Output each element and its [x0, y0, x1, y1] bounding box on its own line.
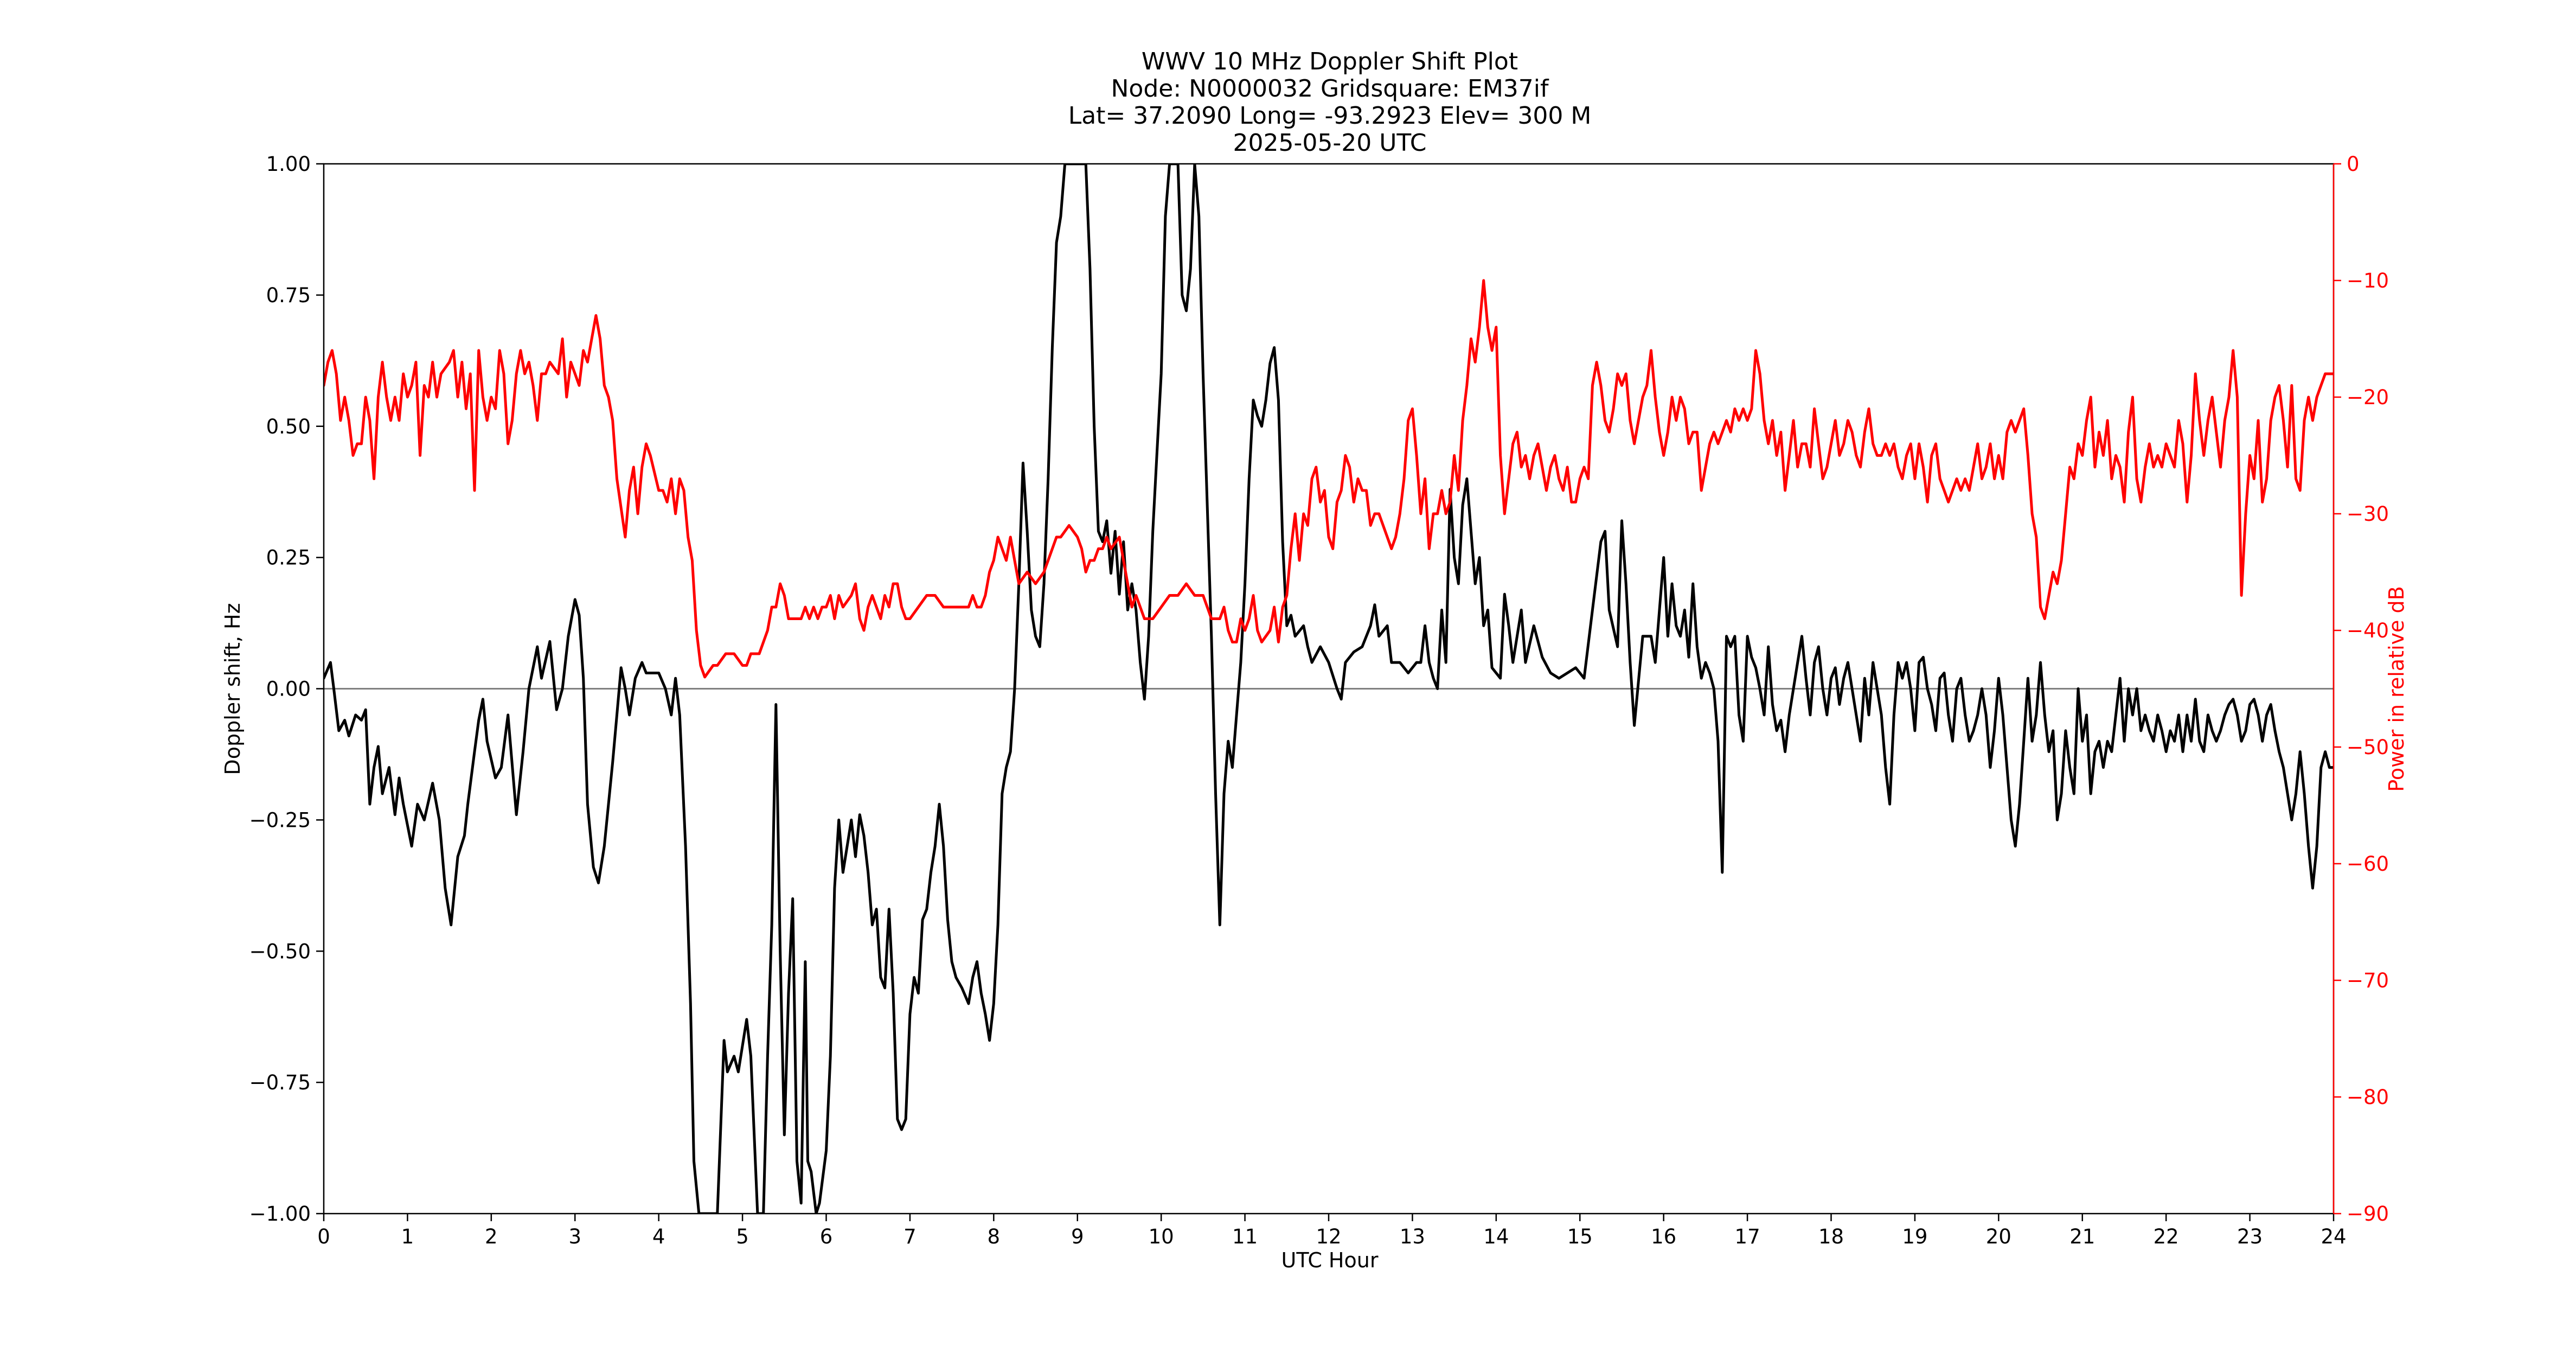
right-y-tick-label: 0: [2347, 152, 2360, 176]
right-y-tick-label: −70: [2347, 969, 2389, 992]
left-y-tick-label: −0.75: [249, 1071, 311, 1094]
x-tick-label: 13: [1400, 1225, 1425, 1248]
x-tick-label: 20: [1986, 1225, 2011, 1248]
right-y-tick-label: −40: [2347, 619, 2389, 642]
x-tick-label: 15: [1567, 1225, 1593, 1248]
left-y-tick-label: 1.00: [266, 152, 311, 176]
axes: 0 1 2 3 4 5 6 7 8 9 10 11 12 13 14 15 16 17 18 19 20 21 22 23 24…: [249, 152, 2389, 1248]
x-tick-label: 3: [568, 1225, 581, 1248]
x-tick-label: 14: [1483, 1225, 1509, 1248]
left-y-tick-label: −0.25: [249, 808, 311, 832]
left-y-tick-label: −1.00: [249, 1202, 311, 1226]
title-line-3: Lat= 37.2090 Long= -93.2923 Elev= 300 M: [1068, 102, 1592, 130]
power-series-line: [324, 279, 2334, 679]
right-y-tick-label: −90: [2347, 1202, 2389, 1226]
x-axis-label: UTC Hour: [1281, 1248, 1379, 1272]
title-line-4: 2025-05-20 UTC: [1233, 129, 1427, 157]
left-y-tick-label: 0.00: [266, 678, 311, 701]
x-tick-label: 19: [1902, 1225, 1927, 1248]
left-y-tick-label: 0.25: [266, 546, 311, 570]
x-tick-label: 9: [1071, 1225, 1084, 1248]
x-tick-label: 7: [903, 1225, 917, 1248]
left-y-axis-label: Doppler shift, Hz: [221, 603, 245, 775]
x-tick-label: 8: [988, 1225, 1001, 1248]
x-tick-label: 10: [1149, 1225, 1174, 1248]
x-tick-label: 18: [1818, 1225, 1844, 1248]
x-tick-label: 6: [820, 1225, 833, 1248]
right-y-axis-label: Power in relative dB: [2385, 586, 2408, 792]
chart-title: WWV 10 MHz Doppler Shift Plot Node: N000…: [1068, 48, 1592, 157]
right-y-tick-label: −60: [2347, 852, 2389, 876]
doppler-series-line: [324, 164, 2334, 1214]
right-y-tick-label: −20: [2347, 386, 2389, 409]
x-tick-label: 11: [1232, 1225, 1258, 1248]
x-tick-label: 4: [652, 1225, 665, 1248]
x-tick-label: 5: [736, 1225, 749, 1248]
right-y-tick-label: −80: [2347, 1086, 2389, 1109]
plot-area: [324, 164, 2334, 1214]
title-line-1: WWV 10 MHz Doppler Shift Plot: [1142, 48, 1518, 75]
right-y-tick-label: −50: [2347, 736, 2389, 759]
title-line-2: Node: N0000032 Gridsquare: EM37if: [1111, 75, 1549, 103]
x-tick-label: 24: [2321, 1225, 2346, 1248]
right-y-tick-label: −10: [2347, 269, 2389, 292]
x-tick-label: 2: [485, 1225, 498, 1248]
left-y-tick-label: 0.75: [266, 284, 311, 307]
x-tick-label: 21: [2069, 1225, 2095, 1248]
x-tick-label: 0: [317, 1225, 330, 1248]
x-tick-label: 12: [1316, 1225, 1341, 1248]
x-tick-label: 16: [1651, 1225, 1676, 1248]
left-y-tick-label: 0.50: [266, 415, 311, 438]
left-y-tick-label: −0.50: [249, 940, 311, 963]
right-y-tick-label: −30: [2347, 502, 2389, 526]
x-tick-label: 23: [2237, 1225, 2263, 1248]
x-tick-label: 1: [401, 1225, 414, 1248]
x-tick-label: 22: [2154, 1225, 2179, 1248]
x-tick-label: 17: [1735, 1225, 1760, 1248]
